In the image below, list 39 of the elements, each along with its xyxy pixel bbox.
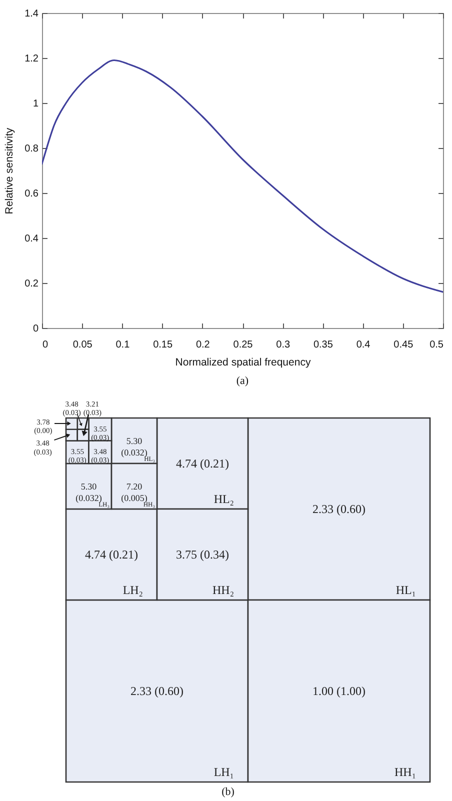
- text: (a): [236, 375, 249, 387]
- y-axis-title: Relative sensitivity: [4, 127, 16, 214]
- category-label: HH₂: [212, 583, 234, 597]
- category-label: HH₁: [394, 765, 416, 779]
- y-tick-label: 0: [32, 324, 39, 334]
- x-tick-label: 0.05: [72, 340, 93, 350]
- x-tick-label: 0.25: [233, 340, 254, 350]
- text: (b): [222, 786, 235, 798]
- line-series: [42, 59, 443, 293]
- x-tick-label: 0.3: [276, 340, 290, 350]
- y-tick-label: 0.8: [24, 144, 39, 154]
- x-tick-label: 0.5: [430, 340, 444, 350]
- x-tick-label: 0.1: [116, 340, 130, 350]
- x-tick-label: 0.2: [196, 340, 210, 350]
- x-tick-label: 0.35: [313, 340, 334, 350]
- category-label: HL₁: [396, 583, 416, 597]
- category-label: LH₁: [214, 765, 234, 779]
- text: 1.00 (1.00): [312, 684, 366, 698]
- x-tick-label: 0.15: [153, 340, 173, 350]
- category-label: LH₂: [122, 583, 143, 597]
- y-tick-label: 1.4: [24, 8, 39, 20]
- x-axis-title: Normalized spatial frequency: [175, 356, 312, 368]
- y-tick-label: 0.2: [24, 278, 39, 290]
- text: 4.74 (0.21): [176, 456, 229, 470]
- text: 2.33 (0.60): [312, 502, 366, 516]
- text: 3.75 (0.34): [176, 548, 229, 562]
- y-tick-label: 0.6: [24, 188, 39, 200]
- text: 4.74 (0.21): [85, 548, 138, 562]
- x-tick-label: 0.4: [356, 340, 371, 350]
- y-tick-label: 1.2: [24, 54, 39, 64]
- text: 5.30 (0.032): [121, 436, 148, 458]
- text: 2.33 (0.60): [130, 684, 184, 698]
- x-tick-label: 0.45: [394, 340, 414, 350]
- x-tick-label: 0: [42, 340, 48, 350]
- category-label: HL₂: [214, 492, 234, 506]
- text: 7.20 (0.005): [121, 481, 148, 503]
- text: 5.30 (0.032): [76, 481, 102, 503]
- y-tick-label: 1: [32, 98, 39, 110]
- y-tick-label: 0.4: [24, 234, 39, 244]
